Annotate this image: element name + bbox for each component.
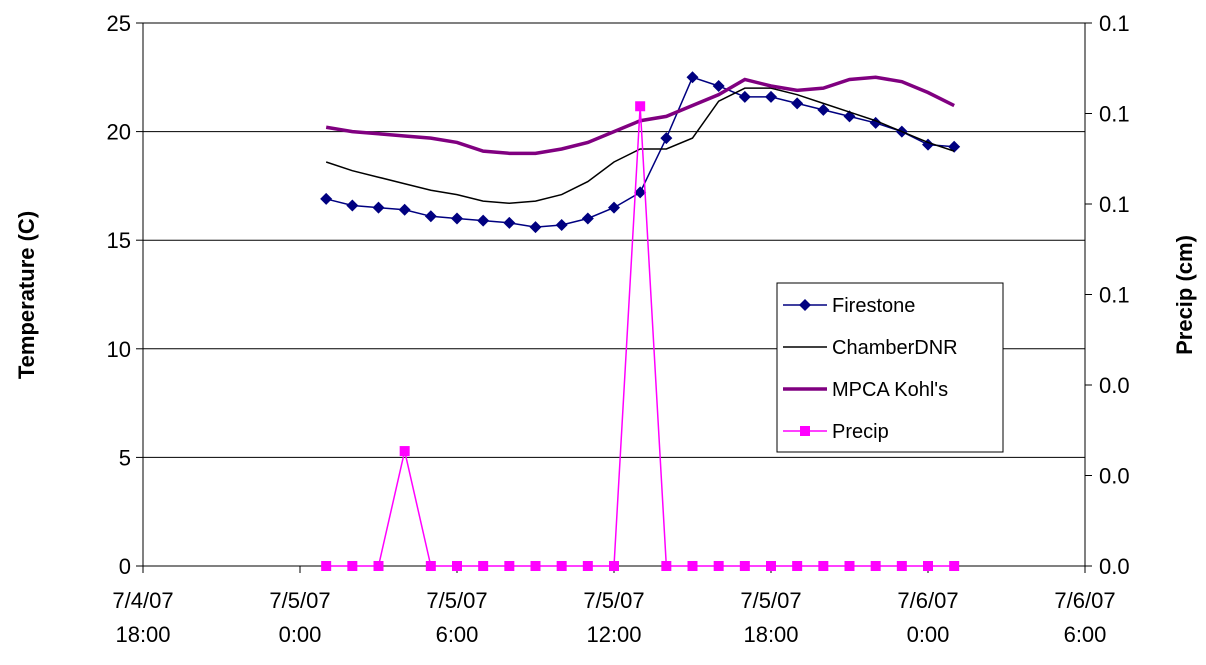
legend-label: Firestone: [832, 295, 915, 317]
marker: [504, 561, 515, 571]
marker: [792, 561, 803, 571]
marker: [608, 201, 620, 214]
x-tick-label: 7/5/07 6:00: [426, 588, 487, 647]
series-line: [325, 76, 955, 228]
marker: [347, 561, 358, 571]
marker: [949, 561, 960, 571]
marker: [923, 561, 933, 571]
legend-label: ChamberDNR: [832, 337, 958, 359]
marker: [738, 90, 751, 103]
marker: [582, 561, 593, 571]
y2-tick-label: 0.1: [1099, 283, 1130, 308]
marker: [529, 221, 542, 234]
marker: [713, 561, 724, 571]
x-tick-label: 7/5/07 0:00: [269, 588, 330, 647]
marker: [477, 214, 490, 227]
marker: [478, 561, 489, 571]
marker: [634, 186, 647, 199]
marker: [321, 561, 332, 571]
series-line: [325, 75, 955, 156]
x-tick-label: 7/6/07 6:00: [1054, 588, 1115, 647]
x-tick-label: 7/5/07 18:00: [740, 588, 801, 647]
marker: [635, 101, 646, 112]
marker: [530, 561, 541, 571]
x-tick-label: 7/5/07 12:00: [583, 588, 644, 647]
marker: [687, 561, 698, 571]
marker: [503, 216, 516, 229]
y-tick-label: 20: [107, 120, 131, 145]
y-axis-label: Temperature (C): [14, 211, 39, 379]
y-tick-label: 10: [107, 337, 131, 362]
marker: [373, 561, 384, 571]
y-tick-label: 0: [119, 554, 131, 579]
y2-tick-label: 0.1: [1099, 192, 1130, 217]
marker: [320, 192, 333, 205]
marker: [425, 561, 436, 571]
marker: [660, 132, 673, 145]
y-tick-label: 5: [119, 445, 131, 470]
y2-tick-label: 0.1: [1099, 102, 1130, 127]
marker: [555, 218, 568, 231]
legend-label: MPCA Kohl's: [832, 379, 948, 401]
marker: [452, 561, 462, 571]
marker: [799, 299, 811, 311]
marker: [791, 97, 804, 110]
marker: [346, 199, 359, 212]
y2-tick-label: 0.0: [1099, 554, 1130, 579]
marker: [399, 446, 410, 457]
marker: [800, 426, 810, 436]
marker: [896, 561, 907, 571]
marker: [765, 90, 777, 103]
y-tick-label: 25: [107, 11, 131, 36]
y2-tick-label: 0.0: [1099, 373, 1130, 398]
y-tick-label: 15: [107, 228, 131, 253]
y2-tick-label: 0.1: [1099, 11, 1130, 36]
marker: [661, 561, 672, 571]
marker: [609, 561, 619, 571]
marker: [451, 212, 463, 225]
x-tick-label: 7/6/07 0:00: [897, 588, 958, 647]
marker: [686, 71, 699, 84]
marker: [818, 561, 829, 571]
marker: [581, 212, 594, 225]
marker: [844, 561, 855, 571]
marker: [739, 561, 750, 571]
marker: [372, 201, 385, 214]
marker: [398, 203, 411, 216]
marker: [556, 561, 567, 571]
legend-label: Precip: [832, 421, 889, 443]
legend-box: [776, 282, 1004, 453]
marker: [870, 561, 881, 571]
marker: [712, 79, 725, 92]
y2-tick-label: 0.0: [1099, 464, 1130, 489]
marker: [424, 210, 437, 223]
marker: [766, 561, 776, 571]
marker: [817, 103, 830, 116]
series-line: [325, 87, 955, 205]
x-tick-label: 7/4/07 18:00: [112, 588, 173, 647]
y2-axis-label: Precip (cm): [1172, 235, 1197, 355]
